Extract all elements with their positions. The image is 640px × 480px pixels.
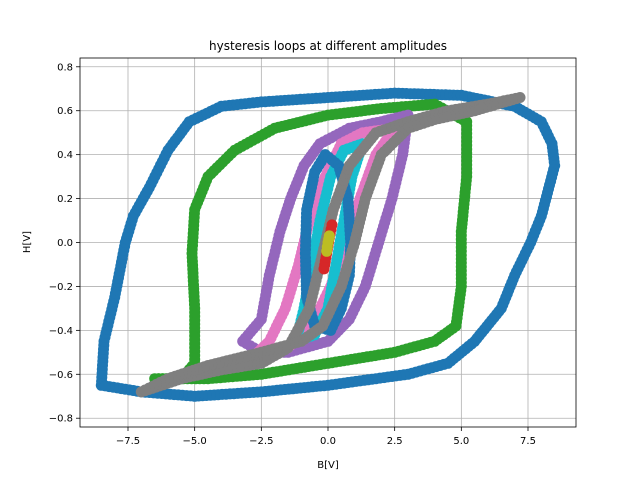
data-point — [99, 380, 111, 392]
x-tick-label: 0.0 — [320, 436, 336, 447]
x-tick-label: −2.5 — [249, 436, 273, 447]
y-tick-label: 0.2 — [57, 194, 73, 205]
y-tick-label: 0.4 — [57, 150, 73, 161]
y-tick-label: 0.6 — [57, 106, 73, 117]
y-tick-label: −0.8 — [49, 414, 73, 425]
x-tick-label: −7.5 — [116, 436, 140, 447]
y-tick-label: −0.4 — [49, 326, 73, 337]
series-6 — [135, 92, 526, 398]
x-tick-label: −5.0 — [183, 436, 207, 447]
x-tick-label: 7.5 — [520, 436, 536, 447]
y-tick-label: −0.6 — [49, 370, 73, 381]
series-8 — [321, 230, 335, 257]
y-axis: −0.8 −0.6 −0.4 −0.2 0.0 0.2 0.4 0.6 0.8 — [49, 62, 80, 425]
chart-title: hysteresis loops at different amplitudes — [209, 39, 447, 53]
x-tick-label: 2.5 — [387, 436, 403, 447]
y-tick-label: 0.0 — [57, 238, 73, 249]
y-axis-label: H[V] — [22, 231, 33, 253]
y-tick-label: 0.8 — [57, 62, 73, 73]
x-tick-label: 5.0 — [453, 436, 469, 447]
plot-area — [95, 87, 561, 402]
data-point — [240, 338, 252, 349]
x-axis-label: B[V] — [317, 460, 339, 471]
y-tick-label: −0.2 — [49, 282, 73, 293]
x-axis: −7.5 −5.0 −2.5 0.0 2.5 5.0 7.5 — [116, 427, 536, 447]
data-point — [139, 384, 151, 396]
data-point — [326, 219, 338, 231]
series-0 — [95, 87, 561, 402]
data-point — [323, 230, 335, 242]
